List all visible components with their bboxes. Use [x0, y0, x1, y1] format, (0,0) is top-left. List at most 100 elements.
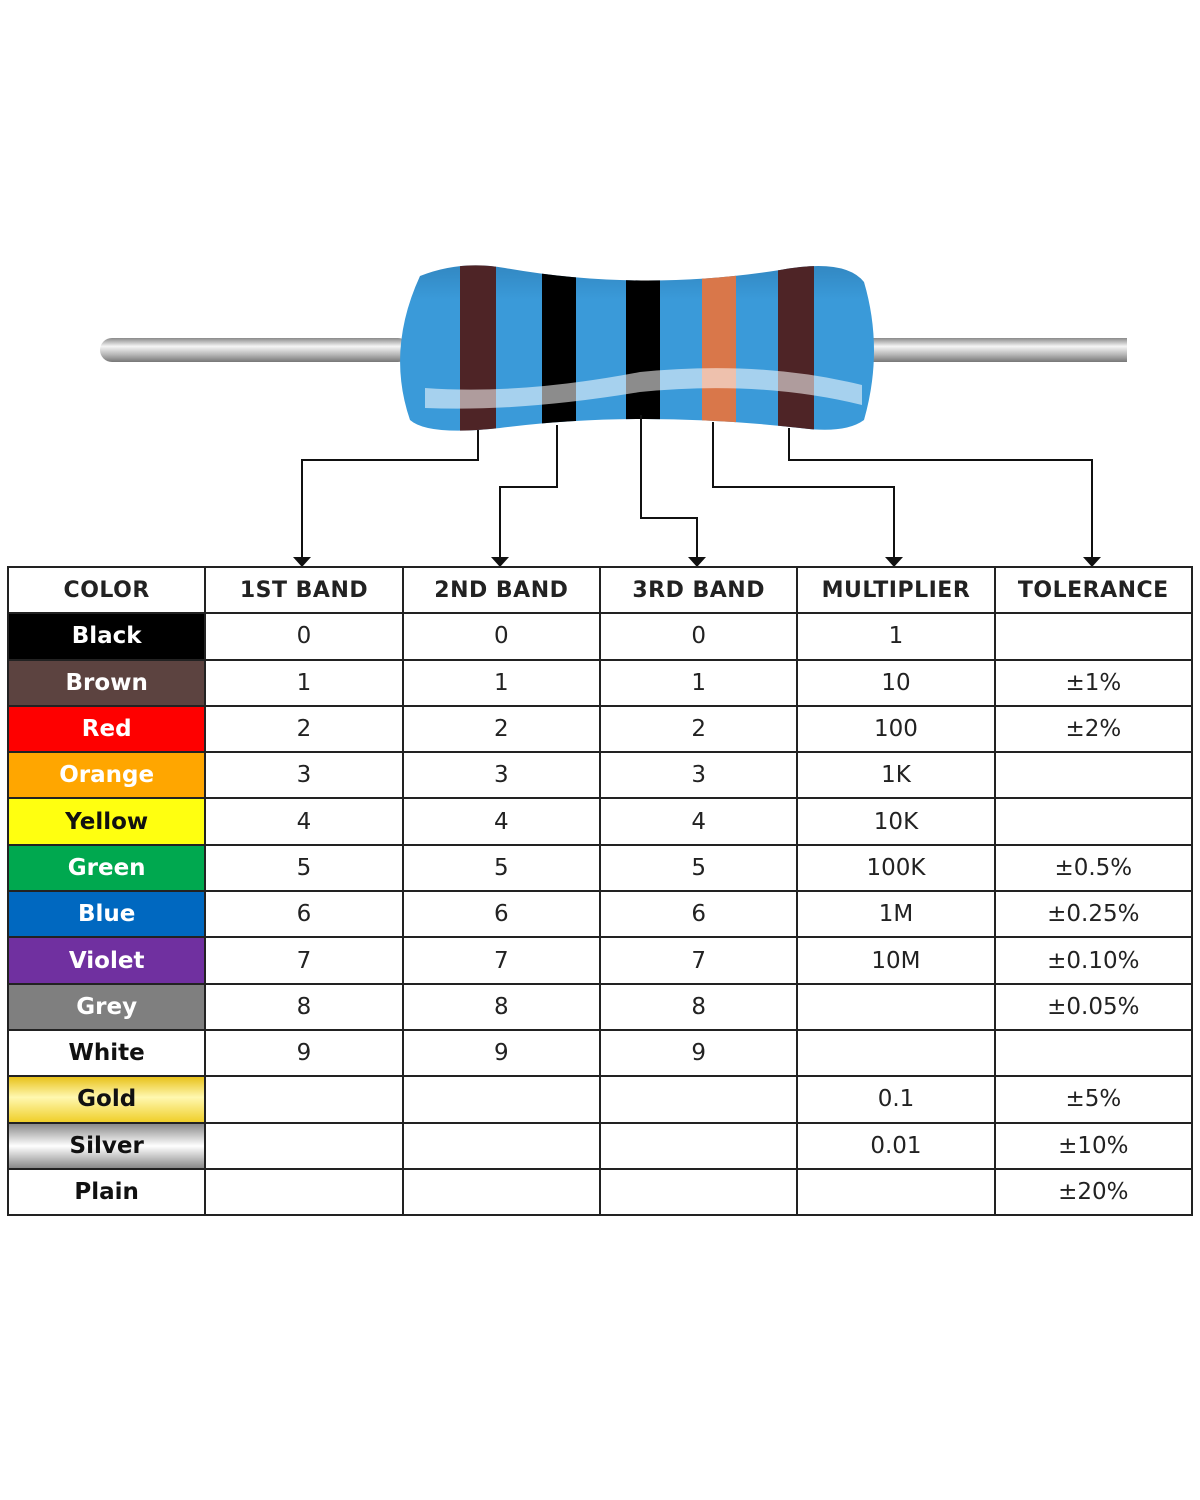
- value-cell-b2: [401, 1167, 601, 1217]
- value-cell-b1: 6: [204, 890, 404, 939]
- value-cell-b1: 9: [204, 1028, 404, 1078]
- color-name-cell: Yellow: [6, 797, 207, 846]
- value-cell-b3: [598, 1167, 799, 1217]
- value-cell-b3: 7: [598, 936, 799, 985]
- value-cell-mult: 10: [796, 658, 996, 707]
- value-cell-b3: [598, 1121, 799, 1170]
- table-row: Grey 8 8 8 ±0.05%: [6, 982, 1194, 1031]
- value-cell-tol: ±0.10%: [993, 936, 1194, 985]
- value-cell-tol: ±10%: [993, 1121, 1194, 1170]
- value-cell-tol: [993, 1028, 1194, 1078]
- value-cell-b1: 8: [204, 982, 404, 1031]
- color-name-cell: Red: [6, 704, 207, 754]
- value-cell-mult: 10M: [796, 936, 996, 985]
- color-name-cell: Gold: [6, 1075, 207, 1124]
- table-row: Silver 0.01 ±10%: [6, 1121, 1194, 1170]
- value-cell-b2: 9: [401, 1028, 601, 1078]
- arrow-down-icon: [1083, 557, 1101, 567]
- value-cell-tol: ±5%: [993, 1075, 1194, 1124]
- value-cell-tol: ±1%: [993, 658, 1194, 707]
- value-cell-b3: 2: [598, 704, 799, 754]
- connector-line-2: [499, 425, 558, 558]
- value-cell-b1: 7: [204, 936, 404, 985]
- value-cell-mult: 1K: [796, 751, 996, 800]
- value-cell-mult: 0.1: [796, 1075, 996, 1124]
- value-cell-b1: 0: [204, 612, 404, 661]
- arrow-down-icon: [491, 557, 509, 567]
- value-cell-b3: 6: [598, 890, 799, 939]
- value-cell-b3: 9: [598, 1028, 799, 1078]
- value-cell-b2: [401, 1075, 601, 1124]
- color-band-5: [778, 265, 814, 431]
- color-band-2: [542, 265, 576, 431]
- value-cell-tol: ±20%: [993, 1167, 1194, 1217]
- value-cell-b2: 4: [401, 797, 601, 846]
- color-band-1: [460, 265, 496, 431]
- value-cell-mult: 100: [796, 704, 996, 754]
- color-name-cell: Violet: [6, 936, 207, 985]
- color-band-3: [626, 265, 660, 431]
- value-cell-b1: 2: [204, 704, 404, 754]
- value-cell-b1: [204, 1075, 404, 1124]
- color-name-cell: Black: [6, 612, 207, 661]
- arrow-down-icon: [885, 557, 903, 567]
- table-row: Gold 0.1 ±5%: [6, 1075, 1194, 1124]
- value-cell-b3: 8: [598, 982, 799, 1031]
- table-row: Blue 6 6 6 1M ±0.25%: [6, 890, 1194, 939]
- color-band-4: [702, 265, 736, 431]
- value-cell-tol: ±2%: [993, 704, 1194, 754]
- value-cell-b3: 3: [598, 751, 799, 800]
- value-cell-b3: 5: [598, 843, 799, 893]
- table-row: Green 5 5 5 100K ±0.5%: [6, 843, 1194, 893]
- value-cell-b2: 6: [401, 890, 601, 939]
- value-cell-b1: 4: [204, 797, 404, 846]
- color-name-cell: Blue: [6, 890, 207, 939]
- color-name-cell: White: [6, 1028, 207, 1078]
- value-cell-mult: [796, 982, 996, 1031]
- value-cell-tol: [993, 612, 1194, 661]
- value-cell-b2: 7: [401, 936, 601, 985]
- connector-line-5: [788, 428, 1093, 558]
- value-cell-tol: [993, 751, 1194, 800]
- value-cell-b2: [401, 1121, 601, 1170]
- arrow-down-icon: [293, 557, 311, 567]
- column-header: 3RD BAND: [598, 565, 799, 615]
- connector-line-1: [301, 430, 479, 558]
- column-header: 1ST BAND: [204, 565, 404, 615]
- table-row: Brown 1 1 1 10 ±1%: [6, 658, 1194, 707]
- column-header: COLOR: [6, 565, 207, 615]
- value-cell-b2: 0: [401, 612, 601, 661]
- connector-line-4: [712, 422, 895, 558]
- color-name-cell: Silver: [6, 1121, 207, 1170]
- value-cell-b3: 4: [598, 797, 799, 846]
- value-cell-b2: 1: [401, 658, 601, 707]
- color-name-cell: Plain: [6, 1167, 207, 1217]
- value-cell-b2: 5: [401, 843, 601, 893]
- value-cell-b2: 3: [401, 751, 601, 800]
- color-name-cell: Grey: [6, 982, 207, 1031]
- column-header: 2ND BAND: [401, 565, 601, 615]
- color-code-table: COLOR 1ST BAND 2ND BAND 3RD BAND MULTIPLIER T…: [6, 565, 1194, 1217]
- value-cell-tol: [993, 797, 1194, 846]
- value-cell-mult: [796, 1028, 996, 1078]
- arrow-down-icon: [688, 557, 706, 567]
- table-row: Violet 7 7 7 10M ±0.10%: [6, 936, 1194, 985]
- resistor-diagram: [100, 265, 1127, 567]
- table-row: Plain ±20%: [6, 1167, 1194, 1217]
- value-cell-b1: 3: [204, 751, 404, 800]
- value-cell-tol: ±0.05%: [993, 982, 1194, 1031]
- color-name-cell: Brown: [6, 658, 207, 707]
- left-lead: [100, 338, 410, 362]
- column-header: MULTIPLIER: [796, 565, 996, 615]
- value-cell-mult: 1: [796, 612, 996, 661]
- value-cell-b1: [204, 1167, 404, 1217]
- connector-line-3: [640, 415, 698, 558]
- value-cell-b3: 0: [598, 612, 799, 661]
- value-cell-b3: [598, 1075, 799, 1124]
- color-name-cell: Orange: [6, 751, 207, 800]
- resistor-body: [400, 265, 874, 431]
- table-row: Red 2 2 2 100 ±2%: [6, 704, 1194, 754]
- column-header: TOLERANCE: [993, 565, 1194, 615]
- value-cell-mult: 0.01: [796, 1121, 996, 1170]
- table-row: Yellow 4 4 4 10K: [6, 797, 1194, 846]
